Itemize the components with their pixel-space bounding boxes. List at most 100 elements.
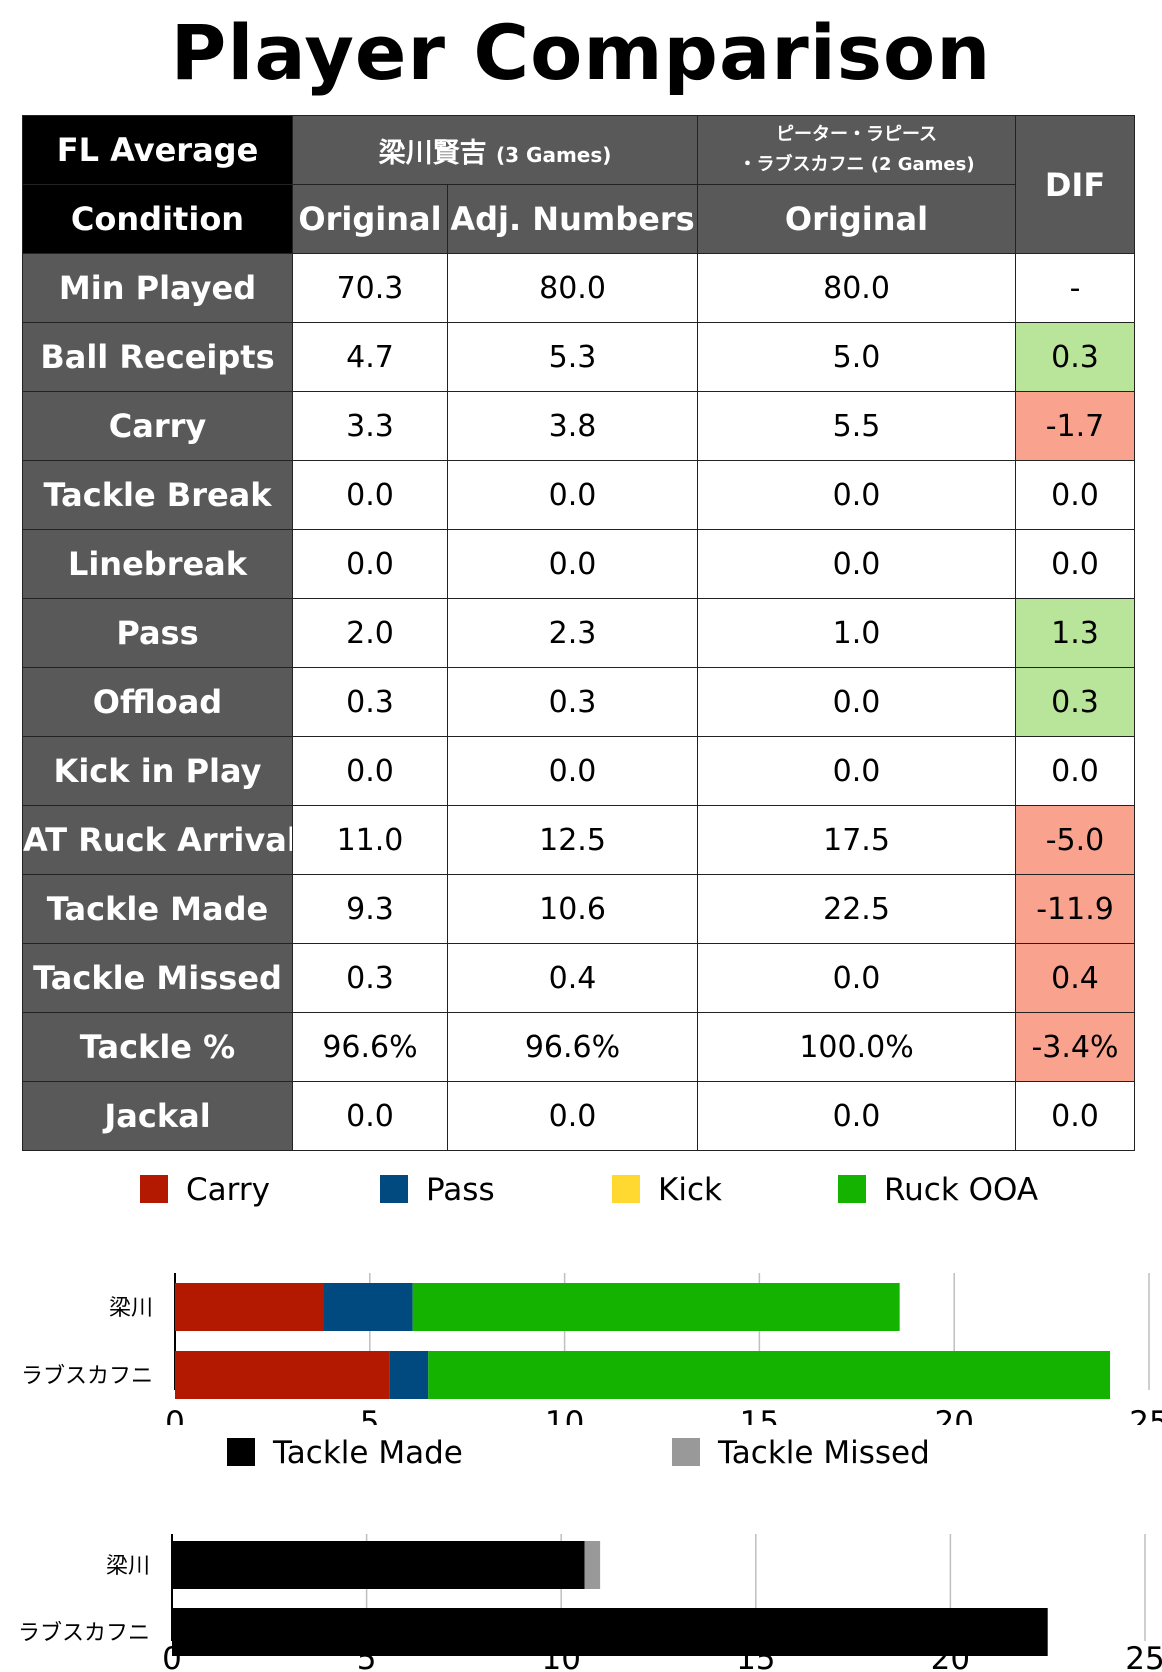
- bar-segment-pass: [323, 1283, 413, 1331]
- legend-label-ruck-ooa: Ruck OOA: [884, 1172, 1039, 1208]
- player2-original-value: 22.5: [697, 874, 1017, 944]
- table-body: Min Played 70.3 80.0 80.0- Ball Receipts 4.7 5…: [22, 253, 1136, 1151]
- table-row: Ball Receipts 4.7 5.3 5.0 0.3: [22, 322, 1136, 392]
- dif-value: 1.3: [1015, 598, 1136, 668]
- bar-segment-ruck-ooa: [412, 1283, 900, 1331]
- player1-adjusted-value: 80.0: [446, 253, 699, 323]
- bar-segment-pass: [389, 1351, 429, 1399]
- player1-original-value: 0.0: [292, 736, 448, 806]
- dif-value: -5.0: [1015, 805, 1136, 875]
- dif-value: 0.0: [1015, 736, 1136, 806]
- player1-adjusted-value: 0.4: [446, 943, 699, 1013]
- player1-original-value: 96.6%: [292, 1012, 448, 1082]
- table-row: Tackle Made 9.3 10.6 22.5 -11.9: [22, 874, 1136, 944]
- table-row: Pass 2.0 2.3 1.0 1.3: [22, 598, 1136, 668]
- row-label: Ball Receipts: [22, 322, 293, 392]
- player1-header: 梁川賢吉 (3 Games): [291, 115, 699, 185]
- dif-value: -: [1015, 253, 1136, 323]
- row-label: Offload: [22, 667, 293, 737]
- corner-header-line1: FL Average: [22, 115, 293, 185]
- legend-tackle-missed: Tackle Missed: [672, 1435, 930, 1471]
- player1-adjusted-value: 5.3: [446, 322, 699, 392]
- player1-name: 梁川賢吉: [378, 137, 487, 169]
- table-row: AT Ruck Arrival 11.0 12.5 17.5 -5.0: [22, 805, 1136, 875]
- dif-value: -11.9: [1015, 874, 1136, 944]
- bar-segment-tackle-made: [172, 1541, 585, 1589]
- legend-label-kick: Kick: [658, 1172, 722, 1208]
- row-label: Pass: [22, 598, 293, 668]
- player2-original-value: 0.0: [697, 1081, 1017, 1151]
- player2-original-value: 5.5: [697, 391, 1017, 461]
- table-row: Linebreak 0.0 0.0 0.0 0.0: [22, 529, 1136, 599]
- category-label: ラブスカフニ: [21, 1364, 153, 1389]
- player1-adjusted-value: 2.3: [446, 598, 699, 668]
- player2-header: ピーター・ラピース ・ラブスカフニ (2 Games): [697, 115, 1017, 185]
- dif-value: 0.0: [1015, 1081, 1136, 1151]
- legend-label-tackle-missed: Tackle Missed: [718, 1435, 930, 1471]
- row-label: AT Ruck Arrival: [22, 805, 293, 875]
- table-row: Carry 3.3 3.8 5.5 -1.7: [22, 391, 1136, 461]
- player2-original-value: 0.0: [697, 943, 1017, 1013]
- player1-adjusted-value: 0.0: [446, 460, 699, 530]
- player1-original-value: 0.0: [292, 529, 448, 599]
- player1-adjusted-value: 0.3: [446, 667, 699, 737]
- player1-original-value: 4.7: [292, 322, 448, 392]
- dif-value: 0.0: [1015, 529, 1136, 599]
- player1-original-value: 0.3: [292, 667, 448, 737]
- comparison-table: FL Average 梁川賢吉 (3 Games) ピーター・ラピース ・ラブス…: [22, 115, 1136, 1151]
- legend-label-carry: Carry: [186, 1172, 270, 1208]
- dif-value: 0.3: [1015, 322, 1136, 392]
- table-row: Jackal 0.0 0.0 0.0 0.0: [22, 1081, 1136, 1151]
- legend-pass: Pass: [380, 1172, 495, 1208]
- category-label: 梁川: [109, 1296, 153, 1321]
- player1-original-value: 70.3: [292, 253, 448, 323]
- player2-original-value: 80.0: [697, 253, 1017, 323]
- table-row: Tackle % 96.6% 96.6% 100.0% -3.4%: [22, 1012, 1136, 1082]
- row-label: Jackal: [22, 1081, 293, 1151]
- legend-swatch-tackle-missed: [672, 1438, 700, 1466]
- player1-original-value: 0.0: [292, 1081, 448, 1151]
- legend-swatch-kick: [612, 1175, 640, 1203]
- player1-adjusted-value: 96.6%: [446, 1012, 699, 1082]
- x-tick-label: 20: [934, 1405, 973, 1425]
- table-row: Tackle Break 0.0 0.0 0.0 0.0: [22, 460, 1136, 530]
- player2-original-value: 0.0: [697, 667, 1017, 737]
- corner-header-line2: Condition: [22, 184, 293, 254]
- player1-adjusted-value: 0.0: [446, 529, 699, 599]
- row-label: Tackle Break: [22, 460, 293, 530]
- row-label: Linebreak: [22, 529, 293, 599]
- dif-value: 0.0: [1015, 460, 1136, 530]
- page-title: Player Comparison: [170, 8, 992, 97]
- legend-ruck-ooa: Ruck OOA: [838, 1172, 1038, 1208]
- player1-adjusted-value: 0.0: [446, 1081, 699, 1151]
- player2-original-value: 0.0: [697, 736, 1017, 806]
- dif-value: 0.3: [1015, 667, 1136, 737]
- player1-adjusted-header: Adj. Numbers: [446, 184, 699, 254]
- player2-name-line1: ピーター・ラピース: [775, 124, 938, 145]
- dif-value: -1.7: [1015, 391, 1136, 461]
- player1-adjusted-value: 3.8: [446, 391, 699, 461]
- x-tick-label: 15: [740, 1405, 779, 1425]
- player1-adjusted-value: 0.0: [446, 736, 699, 806]
- tackle-chart: 0 5 10 15 20 25 梁川 ラブスカフニ: [0, 1485, 1162, 1672]
- legend-swatch-ruck-ooa: [838, 1175, 866, 1203]
- bar-segment-ruck-ooa: [428, 1351, 1111, 1399]
- table-row: Kick in Play 0.0 0.0 0.0 0.0: [22, 736, 1136, 806]
- involvement-chart: 0 5 10 15 20 25 梁川 ラブスカフニ: [0, 1225, 1162, 1425]
- row-label: Tackle Missed: [22, 943, 293, 1013]
- row-label: Min Played: [22, 253, 293, 323]
- player1-original-value: 0.0: [292, 460, 448, 530]
- table-row: Offload 0.3 0.3 0.0 0.3: [22, 667, 1136, 737]
- player1-original-header: Original: [292, 184, 448, 254]
- bar-segment-carry: [175, 1351, 390, 1399]
- x-tick-label: 0: [165, 1405, 185, 1425]
- row-label: Carry: [22, 391, 293, 461]
- player1-original-value: 0.3: [292, 943, 448, 1013]
- table-row: Min Played 70.3 80.0 80.0-: [22, 253, 1136, 323]
- player1-original-value: 3.3: [292, 391, 448, 461]
- row-label: Tackle %: [22, 1012, 293, 1082]
- player1-adjusted-value: 10.6: [446, 874, 699, 944]
- bar-segment-carry: [175, 1283, 324, 1331]
